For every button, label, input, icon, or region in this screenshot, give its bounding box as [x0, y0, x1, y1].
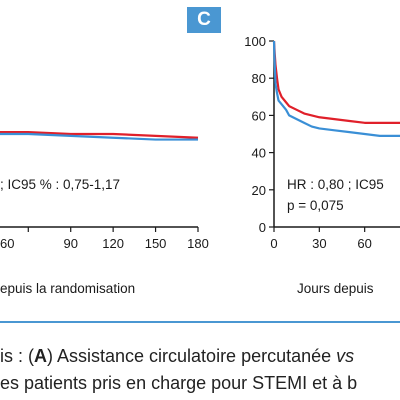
panel-c-label: C [197, 9, 211, 30]
right-y-tick-label-0: 0 [259, 220, 266, 235]
right-x-tick-label-2: 60 [357, 236, 371, 251]
panel-c-badge: C [187, 7, 221, 33]
right-y-tick-label-2: 40 [252, 146, 266, 161]
chart-svg: 60 90 120 150 180 0 20 40 60 80 100 0 30 60 [0, 34, 400, 251]
caption-line-2: es patients pris en charge pour STEMI et… [0, 373, 358, 393]
caption-line-1: is : (A) Assistance circulatoire percuta… [0, 346, 354, 367]
right-x-tick-label-1: 30 [312, 236, 326, 251]
left-x-tick-label-4: 180 [187, 236, 209, 251]
right-y-tick-label-3: 60 [252, 108, 266, 123]
left-x-tick-label-2: 120 [102, 236, 124, 251]
right-series-line-1 [272, 40, 400, 137]
right-y-tick-label-5: 100 [244, 34, 266, 49]
right-x-tick-label-0: 0 [270, 236, 277, 251]
right-y-tick-label-4: 80 [252, 71, 266, 86]
caption-mid: ) Assistance circulatoire percutanée [47, 346, 337, 366]
left-stat-text: ; IC95 % : 0,75-1,17 [0, 177, 121, 192]
left-x-tick-label-1: 90 [63, 236, 77, 251]
left-series-line-1 [0, 132, 198, 141]
left-x-axis-label: epuis la randomisation [0, 281, 136, 296]
left-series-line-0 [0, 131, 199, 139]
caption-bold-a: A [34, 346, 47, 366]
left-x-tick-label-3: 150 [145, 236, 167, 251]
right-series-line-0 [272, 40, 400, 124]
right-y-tick-label-1: 20 [252, 183, 266, 198]
right-stat-line1: HR : 0,80 ; IC95 [287, 177, 384, 192]
caption-italic-vs: vs [336, 346, 355, 366]
caption-separator [0, 321, 400, 323]
right-x-axis-label: Jours depuis [297, 281, 374, 296]
caption-prefix: is : ( [0, 346, 34, 366]
left-x-tick-label-0: 60 [0, 236, 14, 251]
right-stat-line2: p = 0,075 [287, 198, 344, 213]
